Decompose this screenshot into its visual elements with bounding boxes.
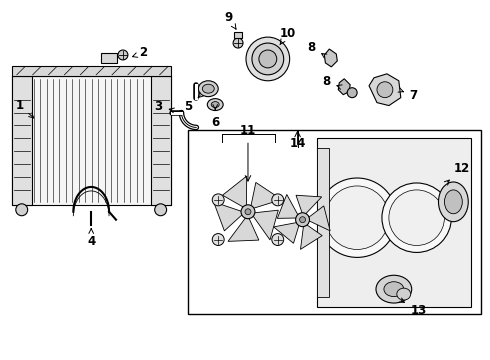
Text: 2: 2 [132, 46, 147, 59]
Circle shape [295, 213, 310, 227]
Circle shape [347, 88, 357, 98]
Circle shape [246, 37, 290, 81]
Polygon shape [234, 32, 242, 38]
Ellipse shape [376, 275, 412, 303]
Polygon shape [307, 206, 330, 231]
Text: 5: 5 [184, 93, 203, 113]
Polygon shape [318, 138, 471, 307]
Polygon shape [12, 76, 171, 205]
Ellipse shape [211, 102, 219, 108]
Circle shape [245, 209, 251, 215]
Ellipse shape [439, 182, 468, 222]
Text: 9: 9 [224, 11, 236, 29]
Circle shape [212, 194, 224, 206]
Text: 12: 12 [444, 162, 469, 185]
Text: 7: 7 [398, 88, 418, 102]
Circle shape [155, 204, 167, 216]
Polygon shape [151, 76, 171, 205]
Circle shape [118, 50, 128, 60]
Polygon shape [222, 176, 247, 208]
Circle shape [377, 82, 393, 98]
Ellipse shape [207, 99, 223, 111]
Polygon shape [12, 66, 171, 76]
Polygon shape [369, 74, 401, 105]
Circle shape [252, 43, 284, 75]
Circle shape [389, 190, 444, 246]
Circle shape [272, 234, 284, 246]
Polygon shape [324, 49, 337, 67]
Polygon shape [274, 222, 299, 243]
Circle shape [272, 194, 284, 206]
Ellipse shape [202, 84, 214, 93]
Polygon shape [12, 76, 32, 205]
Circle shape [318, 178, 397, 257]
Text: 8: 8 [307, 41, 327, 58]
Text: 4: 4 [87, 229, 96, 248]
Text: 10: 10 [279, 27, 296, 45]
Ellipse shape [384, 282, 404, 297]
Text: 14: 14 [290, 137, 306, 150]
Polygon shape [296, 195, 322, 215]
Circle shape [241, 205, 255, 219]
Text: 11: 11 [240, 124, 256, 137]
Ellipse shape [444, 190, 462, 214]
Circle shape [259, 50, 277, 68]
Circle shape [325, 186, 389, 249]
Polygon shape [214, 202, 244, 231]
Circle shape [299, 217, 306, 223]
Text: 3: 3 [155, 100, 174, 113]
Circle shape [16, 204, 28, 216]
Text: 6: 6 [211, 105, 220, 129]
Polygon shape [252, 210, 278, 240]
Polygon shape [338, 79, 350, 95]
Text: 1: 1 [16, 99, 34, 118]
Polygon shape [300, 224, 322, 249]
Polygon shape [277, 194, 299, 219]
Circle shape [212, 234, 224, 246]
Polygon shape [228, 216, 259, 241]
Text: 13: 13 [399, 298, 427, 318]
Ellipse shape [397, 288, 411, 300]
Polygon shape [318, 148, 329, 297]
Circle shape [382, 183, 451, 252]
Circle shape [233, 38, 243, 48]
Ellipse shape [198, 81, 218, 96]
Text: 8: 8 [322, 75, 342, 89]
Polygon shape [250, 183, 282, 209]
Polygon shape [101, 53, 117, 63]
